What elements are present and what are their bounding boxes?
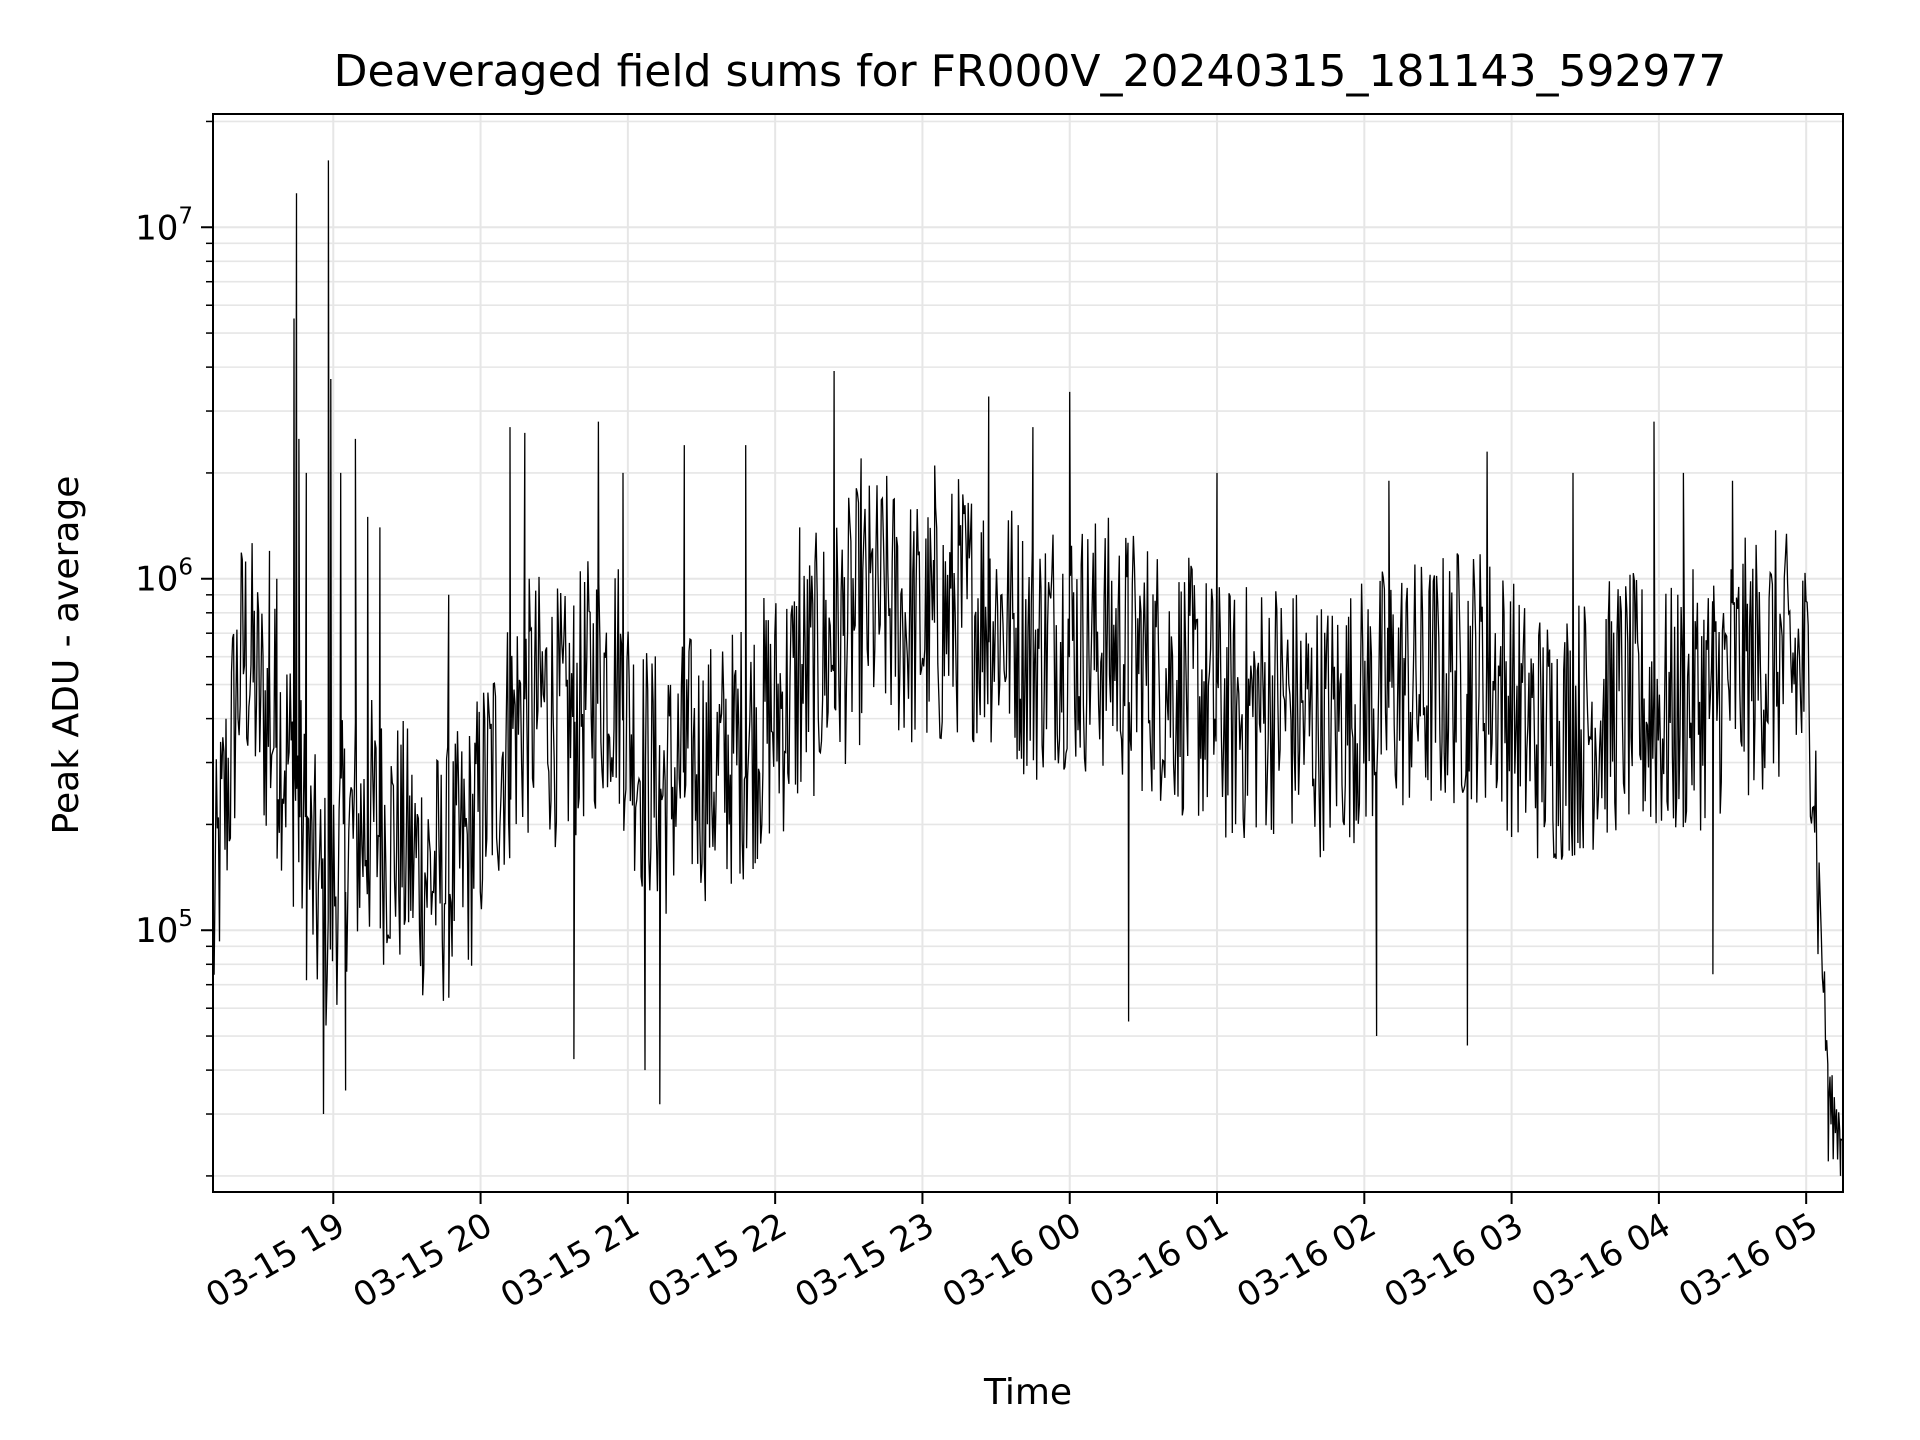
series-line-path: [212, 160, 1844, 1176]
y-tick-label: 107: [135, 203, 193, 248]
y-axis-label: Peak ADU - average: [46, 476, 87, 835]
y-tick-label: 105: [135, 906, 193, 951]
x-tick-label: 03-16 03: [1378, 1205, 1530, 1316]
series-line: [212, 160, 1844, 1176]
y-tick-label: 106: [135, 555, 193, 600]
x-tick-label: 03-15 21: [494, 1205, 646, 1316]
x-tick-label: 03-16 04: [1525, 1205, 1677, 1316]
x-tick-label: 03-16 05: [1672, 1205, 1824, 1316]
x-tick-label: 03-16 00: [936, 1205, 1088, 1316]
y-axis: 105 106 107: [135, 120, 213, 1177]
x-tick-label: 03-16 02: [1230, 1205, 1382, 1316]
x-tick-label: 03-16 01: [1083, 1205, 1235, 1316]
plot-frame: [212, 113, 1844, 1193]
x-tick-label: 03-15 20: [347, 1205, 499, 1316]
x-tick-label: 03-15 23: [789, 1205, 941, 1316]
x-axis-label: Time: [983, 1372, 1072, 1413]
x-tick-label: 03-15 22: [641, 1205, 793, 1316]
chart-title: Deaveraged field sums for FR000V_2024031…: [334, 46, 1727, 97]
x-tick-label: 03-15 19: [199, 1205, 351, 1316]
